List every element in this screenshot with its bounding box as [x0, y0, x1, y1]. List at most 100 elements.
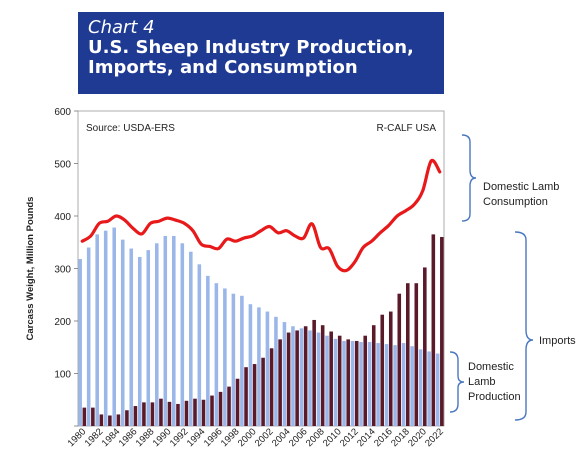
y-tick-label: 400 — [54, 212, 71, 223]
y-tick-label: 300 — [54, 265, 71, 276]
production-annotation-line-2: Lamb — [468, 376, 496, 388]
consumption-line-group — [80, 158, 442, 273]
production-bar-1983 — [103, 230, 108, 426]
production-bars-group — [82, 234, 444, 426]
production-bar-2020 — [418, 349, 423, 426]
production-bar-2014 — [367, 342, 372, 426]
imports-bar-2017 — [397, 293, 402, 426]
production-bar-2003 — [274, 316, 278, 426]
x-tick-label: 2022 — [423, 426, 446, 449]
imports-bar-1997 — [227, 386, 231, 426]
production-bar-2017 — [393, 345, 397, 426]
consumption-annotation-line-1: Domestic Lamb — [483, 181, 559, 193]
production-bar-2013 — [359, 342, 363, 426]
production-bar-1991 — [172, 235, 176, 426]
imports-bar-1996 — [218, 391, 223, 426]
production-bar-2010 — [333, 338, 338, 426]
imports-bar-1986 — [133, 406, 138, 426]
imports-bar-1998 — [235, 378, 240, 426]
y-tick-label: 100 — [54, 370, 71, 381]
imports-bar-2011 — [346, 339, 350, 426]
imports-bar-2019 — [414, 283, 419, 426]
production-bar-2004 — [282, 322, 287, 426]
imports-bar-1995 — [210, 395, 214, 426]
imports-bar-2000 — [252, 364, 257, 426]
production-bar-1997 — [223, 288, 227, 426]
imports-bar-1999 — [244, 367, 248, 426]
y-tick-label: 500 — [54, 160, 71, 171]
production-bar-1999 — [240, 295, 244, 426]
imports-annotation: Imports — [539, 335, 576, 347]
production-bar-1984 — [112, 227, 117, 426]
imports-bar-1981 — [91, 407, 95, 426]
production-bar-2009 — [325, 335, 329, 426]
production-bar-1992 — [180, 243, 185, 426]
production-bar-2000 — [248, 304, 253, 426]
imports-bar-2021 — [431, 234, 436, 426]
imports-bar-1985 — [125, 410, 129, 426]
production-bar-2022 — [435, 353, 440, 426]
production-bracket — [449, 351, 465, 413]
production-bar-2018 — [401, 343, 406, 426]
production-bar-2015 — [376, 343, 380, 426]
consumption-annotation-line-2: Consumption — [483, 196, 548, 208]
production-bar-1989 — [154, 243, 159, 426]
imports-bar-1983 — [108, 415, 112, 426]
production-bar-1994 — [197, 264, 202, 426]
chart-annotations-group: Domestic Lamb Consumption Imports Domestic L… — [449, 134, 576, 421]
production-annotation-line-3: Production — [468, 391, 521, 403]
imports-bar-2004 — [286, 332, 291, 426]
imports-bar-2010 — [337, 335, 342, 426]
consumption-bracket — [461, 134, 477, 222]
production-bar-1990 — [163, 235, 168, 426]
production-bar-2001 — [257, 307, 261, 426]
imports-bar-1982 — [99, 414, 104, 426]
production-annotation-line-1: Domestic — [468, 361, 514, 373]
production-bar-1998 — [231, 293, 236, 426]
imports-bar-2008 — [320, 325, 325, 426]
consumption-line — [80, 158, 442, 273]
imports-bar-2003 — [278, 339, 282, 426]
production-bar-1981 — [86, 247, 91, 426]
production-bar-2021 — [427, 351, 431, 426]
imports-bar-2018 — [405, 283, 410, 426]
production-bar-1985 — [120, 239, 125, 426]
production-bar-1980 — [78, 259, 82, 426]
imports-bar-2014 — [371, 325, 376, 426]
production-bar-1987 — [137, 256, 142, 426]
imports-bar-2006 — [303, 326, 308, 426]
production-bar-2006 — [299, 328, 304, 426]
imports-bar-1984 — [116, 414, 121, 426]
production-bar-2005 — [291, 326, 295, 426]
production-bar-2008 — [316, 332, 321, 426]
imports-bar-1994 — [201, 399, 206, 426]
production-bar-1986 — [129, 248, 134, 426]
imports-bar-2020 — [423, 267, 427, 426]
chart-title-line-1: U.S. Sheep Industry Production, — [88, 37, 414, 58]
imports-bar-1988 — [150, 402, 155, 426]
imports-bar-2007 — [312, 319, 316, 426]
chart-title-banner: Chart 4 U.S. Sheep Industry Production, … — [78, 12, 444, 94]
source-note: Source: USDA-ERS — [86, 123, 175, 134]
production-bar-2012 — [350, 340, 355, 426]
imports-bar-2009 — [329, 331, 333, 426]
imports-bar-2022 — [440, 237, 444, 426]
production-bar-1996 — [214, 283, 219, 426]
imports-bar-2005 — [295, 330, 299, 426]
production-bar-2002 — [265, 311, 270, 426]
imports-bar-2001 — [261, 357, 265, 426]
imports-bar-1990 — [167, 401, 172, 426]
imports-bars-group — [78, 227, 440, 426]
production-bar-2019 — [410, 346, 414, 426]
chart-title-line-2: Imports, and Consumption — [88, 57, 358, 78]
production-bar-1993 — [189, 251, 193, 426]
production-bar-2011 — [342, 340, 346, 426]
production-bar-2007 — [308, 330, 312, 426]
chart-number-label: Chart 4 — [88, 17, 155, 38]
production-bar-2016 — [384, 344, 389, 426]
imports-bar-2002 — [269, 348, 274, 426]
imports-bracket — [514, 231, 534, 421]
y-tick-label: 600 — [54, 107, 71, 118]
imports-bar-1993 — [193, 398, 197, 426]
production-bar-1988 — [146, 250, 151, 426]
